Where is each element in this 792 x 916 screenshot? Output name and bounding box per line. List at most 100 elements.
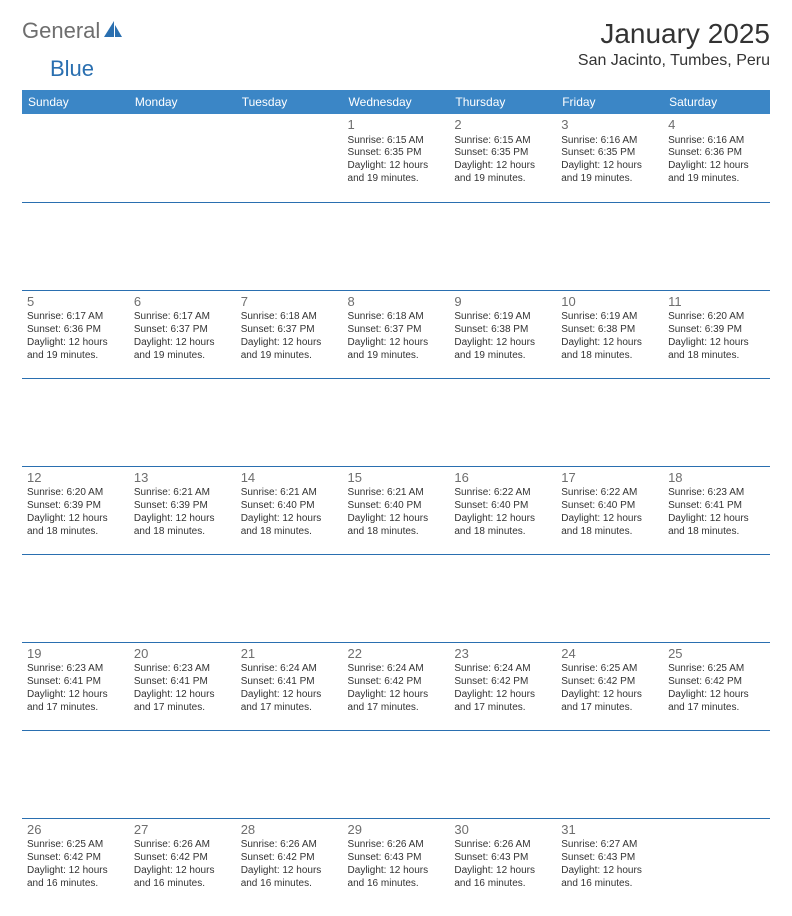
day-number: 14 [241, 470, 338, 487]
sunrise-line: Sunrise: 6:20 AM [668, 311, 765, 324]
daylight-line: Daylight: 12 hours and 19 minutes. [348, 160, 445, 186]
sunrise-line: Sunrise: 6:18 AM [348, 311, 445, 324]
daylight-line: Daylight: 12 hours and 18 minutes. [668, 337, 765, 363]
day-cell [22, 114, 129, 202]
day-number: 4 [668, 117, 765, 134]
day-number: 27 [134, 822, 231, 839]
sunset-line: Sunset: 6:41 PM [27, 676, 124, 689]
sunrise-line: Sunrise: 6:22 AM [561, 487, 658, 500]
day-number: 25 [668, 646, 765, 663]
sunset-line: Sunset: 6:43 PM [454, 852, 551, 865]
daylight-line: Daylight: 12 hours and 19 minutes. [454, 160, 551, 186]
sunset-line: Sunset: 6:42 PM [454, 676, 551, 689]
day-cell: 21Sunrise: 6:24 AMSunset: 6:41 PMDayligh… [236, 642, 343, 730]
logo: General [22, 18, 126, 44]
day-cell: 24Sunrise: 6:25 AMSunset: 6:42 PMDayligh… [556, 642, 663, 730]
day-number: 5 [27, 294, 124, 311]
daylight-line: Daylight: 12 hours and 18 minutes. [561, 513, 658, 539]
month-title: January 2025 [578, 18, 770, 50]
week-separator [22, 378, 770, 466]
day-cell: 20Sunrise: 6:23 AMSunset: 6:41 PMDayligh… [129, 642, 236, 730]
calendar-header-row: SundayMondayTuesdayWednesdayThursdayFrid… [22, 90, 770, 114]
day-cell: 6Sunrise: 6:17 AMSunset: 6:37 PMDaylight… [129, 290, 236, 378]
sunset-line: Sunset: 6:41 PM [668, 500, 765, 513]
day-number: 12 [27, 470, 124, 487]
day-number: 13 [134, 470, 231, 487]
day-cell: 15Sunrise: 6:21 AMSunset: 6:40 PMDayligh… [343, 466, 450, 554]
day-cell: 9Sunrise: 6:19 AMSunset: 6:38 PMDaylight… [449, 290, 556, 378]
calendar-page: General January 2025 San Jacinto, Tumbes… [0, 0, 792, 916]
week-row: 1Sunrise: 6:15 AMSunset: 6:35 PMDaylight… [22, 114, 770, 202]
sunset-line: Sunset: 6:37 PM [134, 324, 231, 337]
sunrise-line: Sunrise: 6:18 AM [241, 311, 338, 324]
dayname-0: Sunday [22, 90, 129, 114]
day-cell: 29Sunrise: 6:26 AMSunset: 6:43 PMDayligh… [343, 818, 450, 906]
daylight-line: Daylight: 12 hours and 17 minutes. [561, 689, 658, 715]
daylight-line: Daylight: 12 hours and 18 minutes. [27, 513, 124, 539]
sunrise-line: Sunrise: 6:23 AM [134, 663, 231, 676]
location: San Jacinto, Tumbes, Peru [578, 52, 770, 70]
daylight-line: Daylight: 12 hours and 18 minutes. [561, 337, 658, 363]
day-number: 15 [348, 470, 445, 487]
daylight-line: Daylight: 12 hours and 19 minutes. [27, 337, 124, 363]
day-number: 9 [454, 294, 551, 311]
week-row: 12Sunrise: 6:20 AMSunset: 6:39 PMDayligh… [22, 466, 770, 554]
daylight-line: Daylight: 12 hours and 19 minutes. [561, 160, 658, 186]
day-number: 28 [241, 822, 338, 839]
sunset-line: Sunset: 6:43 PM [348, 852, 445, 865]
sunset-line: Sunset: 6:38 PM [454, 324, 551, 337]
sunrise-line: Sunrise: 6:26 AM [454, 839, 551, 852]
daylight-line: Daylight: 12 hours and 17 minutes. [348, 689, 445, 715]
day-cell: 28Sunrise: 6:26 AMSunset: 6:42 PMDayligh… [236, 818, 343, 906]
daylight-line: Daylight: 12 hours and 16 minutes. [454, 865, 551, 891]
sunset-line: Sunset: 6:39 PM [27, 500, 124, 513]
sunset-line: Sunset: 6:35 PM [454, 147, 551, 160]
daylight-line: Daylight: 12 hours and 19 minutes. [454, 337, 551, 363]
sunrise-line: Sunrise: 6:24 AM [241, 663, 338, 676]
day-cell: 18Sunrise: 6:23 AMSunset: 6:41 PMDayligh… [663, 466, 770, 554]
daylight-line: Daylight: 12 hours and 17 minutes. [454, 689, 551, 715]
sunrise-line: Sunrise: 6:16 AM [668, 135, 765, 148]
day-number: 26 [27, 822, 124, 839]
sunset-line: Sunset: 6:42 PM [348, 676, 445, 689]
day-cell: 12Sunrise: 6:20 AMSunset: 6:39 PMDayligh… [22, 466, 129, 554]
sunset-line: Sunset: 6:40 PM [454, 500, 551, 513]
daylight-line: Daylight: 12 hours and 18 minutes. [241, 513, 338, 539]
daylight-line: Daylight: 12 hours and 18 minutes. [348, 513, 445, 539]
day-number: 3 [561, 117, 658, 134]
sunrise-line: Sunrise: 6:25 AM [561, 663, 658, 676]
day-cell: 17Sunrise: 6:22 AMSunset: 6:40 PMDayligh… [556, 466, 663, 554]
day-cell: 7Sunrise: 6:18 AMSunset: 6:37 PMDaylight… [236, 290, 343, 378]
day-number: 2 [454, 117, 551, 134]
dayname-1: Monday [129, 90, 236, 114]
sunset-line: Sunset: 6:42 PM [134, 852, 231, 865]
day-cell: 26Sunrise: 6:25 AMSunset: 6:42 PMDayligh… [22, 818, 129, 906]
daylight-line: Daylight: 12 hours and 19 minutes. [348, 337, 445, 363]
day-number: 31 [561, 822, 658, 839]
day-cell: 2Sunrise: 6:15 AMSunset: 6:35 PMDaylight… [449, 114, 556, 202]
daylight-line: Daylight: 12 hours and 16 minutes. [241, 865, 338, 891]
daylight-line: Daylight: 12 hours and 19 minutes. [241, 337, 338, 363]
day-cell: 16Sunrise: 6:22 AMSunset: 6:40 PMDayligh… [449, 466, 556, 554]
daylight-line: Daylight: 12 hours and 18 minutes. [668, 513, 765, 539]
day-number: 22 [348, 646, 445, 663]
sail-icon [102, 19, 124, 44]
week-separator [22, 202, 770, 290]
sunrise-line: Sunrise: 6:26 AM [241, 839, 338, 852]
daylight-line: Daylight: 12 hours and 18 minutes. [454, 513, 551, 539]
dayname-3: Wednesday [343, 90, 450, 114]
sunset-line: Sunset: 6:42 PM [668, 676, 765, 689]
dayname-6: Saturday [663, 90, 770, 114]
sunrise-line: Sunrise: 6:21 AM [134, 487, 231, 500]
day-cell: 30Sunrise: 6:26 AMSunset: 6:43 PMDayligh… [449, 818, 556, 906]
daylight-line: Daylight: 12 hours and 17 minutes. [27, 689, 124, 715]
day-cell: 11Sunrise: 6:20 AMSunset: 6:39 PMDayligh… [663, 290, 770, 378]
sunrise-line: Sunrise: 6:16 AM [561, 135, 658, 148]
day-cell: 23Sunrise: 6:24 AMSunset: 6:42 PMDayligh… [449, 642, 556, 730]
week-row: 19Sunrise: 6:23 AMSunset: 6:41 PMDayligh… [22, 642, 770, 730]
day-cell: 22Sunrise: 6:24 AMSunset: 6:42 PMDayligh… [343, 642, 450, 730]
logo-text-1: General [22, 18, 100, 44]
daylight-line: Daylight: 12 hours and 17 minutes. [134, 689, 231, 715]
day-number: 1 [348, 117, 445, 134]
sunset-line: Sunset: 6:36 PM [668, 147, 765, 160]
